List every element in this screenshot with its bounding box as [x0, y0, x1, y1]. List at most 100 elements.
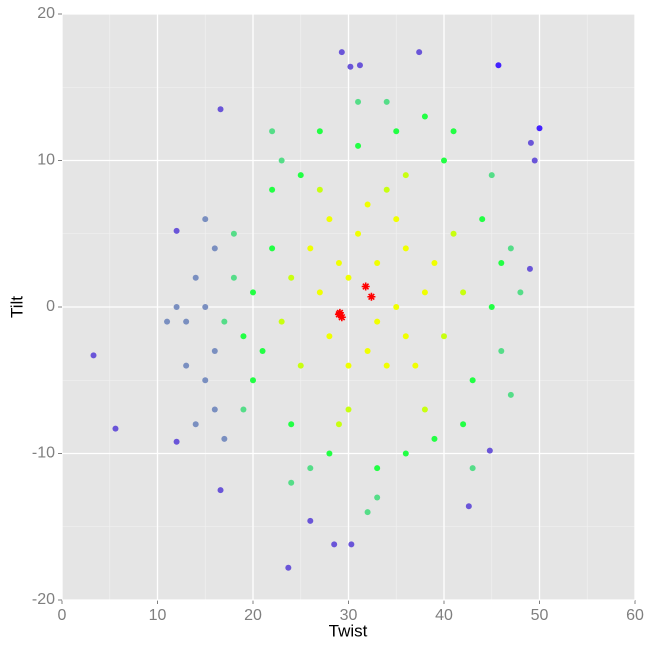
x-axis-title: Twist	[329, 621, 368, 640]
point	[278, 157, 285, 164]
point	[402, 172, 409, 179]
point	[173, 304, 180, 310]
point	[356, 62, 363, 69]
point	[364, 347, 371, 354]
point	[326, 450, 333, 457]
point	[355, 230, 362, 237]
point	[441, 333, 447, 340]
point	[240, 406, 247, 413]
point	[498, 260, 505, 267]
point	[441, 157, 447, 164]
point	[393, 304, 400, 310]
point	[211, 347, 218, 354]
point	[355, 98, 362, 105]
point	[250, 289, 256, 296]
point	[421, 406, 428, 413]
point	[288, 274, 295, 281]
point	[90, 352, 97, 359]
point	[469, 377, 476, 384]
x-tick-label: 20	[244, 607, 262, 624]
star-point	[337, 313, 346, 322]
point	[307, 517, 314, 524]
point	[192, 274, 199, 281]
point	[507, 245, 514, 252]
point	[421, 289, 428, 296]
point	[202, 216, 209, 223]
point	[288, 421, 295, 428]
point	[269, 186, 276, 193]
point	[460, 421, 467, 428]
point	[316, 128, 323, 135]
point	[460, 289, 467, 296]
point	[221, 435, 228, 442]
point	[498, 347, 505, 354]
point	[450, 128, 457, 135]
point	[183, 318, 190, 325]
point	[112, 425, 119, 432]
point	[347, 63, 354, 70]
x-tick-label: 50	[531, 607, 549, 624]
point	[217, 106, 224, 113]
point	[465, 503, 472, 510]
point	[192, 421, 199, 428]
point	[517, 289, 524, 296]
point	[527, 139, 534, 146]
point	[364, 509, 371, 516]
y-tick-label: -20	[32, 591, 55, 608]
point	[230, 230, 237, 237]
point	[164, 318, 171, 325]
point	[202, 304, 209, 310]
point	[331, 541, 338, 548]
point	[259, 347, 266, 354]
point	[526, 265, 533, 272]
point	[364, 201, 371, 208]
point	[431, 435, 438, 442]
point	[297, 172, 304, 179]
point	[486, 447, 493, 454]
point	[230, 274, 237, 281]
y-tick-label: -10	[32, 445, 55, 462]
point	[278, 318, 285, 325]
point	[345, 362, 352, 369]
point	[288, 479, 295, 486]
point	[211, 406, 218, 413]
point	[217, 487, 224, 494]
point	[402, 450, 409, 457]
point	[269, 245, 276, 252]
point	[393, 128, 400, 135]
point	[355, 142, 362, 149]
point	[531, 157, 538, 164]
point	[402, 333, 409, 340]
point	[450, 230, 457, 237]
point	[479, 216, 486, 223]
star-point	[335, 308, 344, 317]
star-point	[361, 282, 370, 291]
point	[374, 318, 381, 325]
x-tick-label: 30	[340, 607, 358, 624]
point	[173, 227, 180, 234]
point	[183, 362, 190, 369]
point	[221, 318, 228, 325]
point	[335, 421, 342, 428]
point	[307, 465, 314, 472]
point	[402, 245, 409, 252]
point	[345, 274, 352, 281]
x-tick-label: 40	[435, 607, 453, 624]
point	[202, 377, 209, 384]
point	[495, 62, 502, 69]
point	[348, 541, 355, 548]
point	[335, 260, 342, 267]
point	[374, 465, 381, 472]
point	[240, 333, 247, 340]
point	[383, 362, 390, 369]
point	[297, 362, 304, 369]
point	[250, 377, 256, 384]
point	[285, 564, 292, 571]
point	[307, 245, 314, 252]
point	[431, 260, 438, 267]
point	[211, 245, 218, 252]
y-tick-label: 20	[37, 5, 55, 22]
y-tick-label: 10	[37, 152, 55, 169]
point	[393, 216, 400, 223]
point	[326, 333, 333, 340]
